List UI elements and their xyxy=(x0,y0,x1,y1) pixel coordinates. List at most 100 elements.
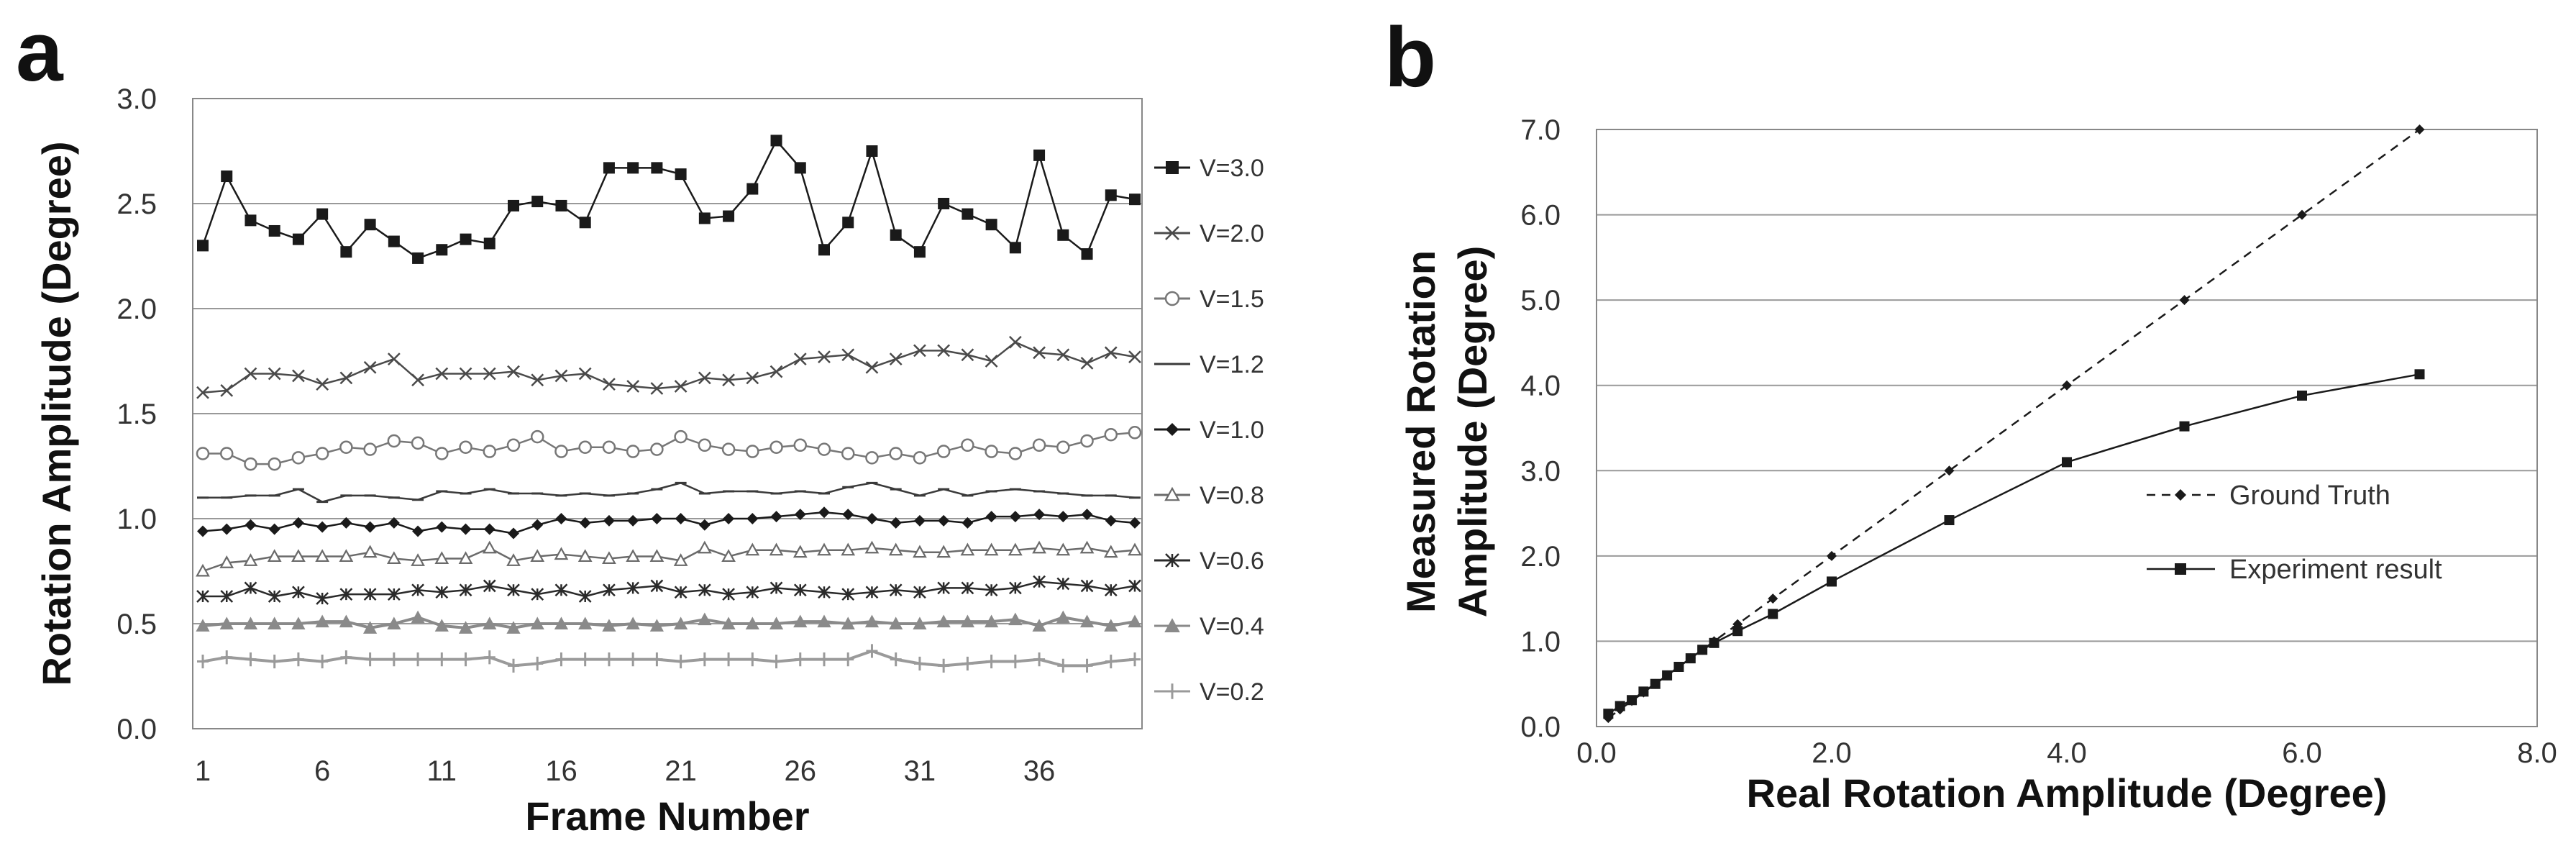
chart-a-point-V=1.5 xyxy=(698,438,712,452)
chart-a-point-V=0.6 xyxy=(507,583,520,597)
chart-a-point-V=1.0 xyxy=(531,519,544,531)
chart-a-point-V=0.8 xyxy=(386,551,401,564)
chart-a-point-V=0.4 xyxy=(602,619,616,632)
chart-a-point-V=2.0 xyxy=(626,380,640,393)
chart-b-y-axis-title: Measured Rotation Amplitude (Degree) xyxy=(1398,246,1495,618)
chart-a-point-V=0.8 xyxy=(1056,542,1071,556)
chart-a-point-V=1.5 xyxy=(554,445,568,458)
chart-a-point-V=0.2 xyxy=(579,652,591,667)
chart-a-point-V=2.0 xyxy=(1008,335,1022,349)
chart-a-point-V=0.2 xyxy=(436,652,448,667)
chart-a-point-V=0.2 xyxy=(698,652,711,667)
chart-a-point-V=0.2 xyxy=(938,658,950,673)
chart-a-point-V=3.0 xyxy=(508,199,519,211)
chart-a-point-V=1.0 xyxy=(627,514,639,527)
chart-a-point-V=3.0 xyxy=(698,212,711,224)
chart-a-point-V=0.2 xyxy=(1009,654,1021,669)
chart-b-point-Ground Truth xyxy=(2062,380,2072,391)
chart-a-point-V=0.2 xyxy=(818,652,830,667)
chart-a-point-V=1.0 xyxy=(292,516,304,529)
chart-a-point-V=2.0 xyxy=(578,367,592,381)
chart-a-point-V=1.0 xyxy=(1009,511,1021,523)
chart-a-point-V=3.0 xyxy=(531,196,544,208)
chart-a-point-V=3.0 xyxy=(221,170,233,183)
chart-a-point-V=2.0 xyxy=(1080,357,1094,370)
chart-a-point-V=0.2 xyxy=(890,652,902,667)
chart-a-point-V=3.0 xyxy=(603,162,615,174)
chart-a-point-V=2.0 xyxy=(411,373,424,387)
chart-a-point-V=2.0 xyxy=(1104,346,1118,360)
chart-b-point-Experiment result xyxy=(1768,609,1778,619)
chart-a-point-V=1.5 xyxy=(219,447,234,460)
chart-b-point-Experiment result xyxy=(2297,390,2307,401)
chart-a-point-V=0.6 xyxy=(626,581,640,595)
chart-b-legend-marker-Ground Truth xyxy=(2175,489,2186,501)
chart-a-point-V=1.0 xyxy=(770,511,782,523)
chart-a-point-V=1.0 xyxy=(364,521,376,533)
chart-a-point-V=0.6 xyxy=(1008,581,1022,595)
chart-a-point-V=3.0 xyxy=(316,208,329,220)
chart-a-y-tick-label: 0.0 xyxy=(117,714,157,745)
chart-a-point-V=3.0 xyxy=(292,233,304,245)
chart-b-gridlines xyxy=(1597,129,2537,642)
chart-a-point-V=0.2 xyxy=(627,652,639,667)
chart-b-point-Experiment result xyxy=(1827,576,1837,587)
chart-b-y-tick-label: 6.0 xyxy=(1520,200,1561,232)
chart-a-point-V=3.0 xyxy=(483,237,495,250)
chart-a-point-V=0.8 xyxy=(697,540,712,554)
chart-b-point-Experiment result xyxy=(1614,701,1625,711)
chart-a-point-V=0.4 xyxy=(339,614,353,628)
chart-a-legend-marker-V=1.0 xyxy=(1166,423,1179,436)
chart-a-plot-area xyxy=(192,98,1143,729)
chart-a-point-V=0.4 xyxy=(649,619,664,632)
chart-a-y-tick-label: 1.0 xyxy=(117,504,157,535)
chart-a-point-V=0.6 xyxy=(746,586,759,599)
chart-a-x-axis-title: Frame Number xyxy=(525,793,809,839)
chart-a-point-V=3.0 xyxy=(268,224,280,237)
chart-a-point-V=2.0 xyxy=(554,369,568,383)
chart-a-point-V=0.2 xyxy=(483,650,495,665)
chart-a-point-V=1.5 xyxy=(1128,426,1142,440)
chart-a-point-V=2.0 xyxy=(339,371,353,385)
chart-a-point-V=1.5 xyxy=(315,447,329,460)
chart-a-point-V=0.6 xyxy=(865,586,879,599)
chart-a-legend-label-V=0.4: V=0.4 xyxy=(1200,613,1264,640)
chart-a-point-V=1.5 xyxy=(746,445,759,458)
chart-a-point-V=1.5 xyxy=(387,434,401,448)
chart-a-point-V=1.5 xyxy=(291,451,306,465)
chart-a-point-V=1.0 xyxy=(508,527,519,540)
chart-a-point-V=2.0 xyxy=(363,360,377,374)
chart-a-point-V=0.4 xyxy=(674,616,688,629)
chart-a-point-V=0.6 xyxy=(1128,579,1141,593)
chart-a-point-V=3.0 xyxy=(627,162,639,174)
chart-a-point-V=0.8 xyxy=(506,553,521,566)
chart-a-point-V=0.4 xyxy=(960,614,974,628)
chart-a-point-V=2.0 xyxy=(865,360,879,374)
chart-a-point-V=2.0 xyxy=(435,367,449,381)
chart-a-legend-marker-V=0.4 xyxy=(1164,618,1180,632)
chart-a-point-V=0.2 xyxy=(962,656,974,671)
chart-a-point-V=1.0 xyxy=(938,514,950,527)
chart-a-point-V=0.6 xyxy=(698,583,711,597)
chart-a-point-V=0.6 xyxy=(937,581,951,595)
chart-a-point-V=2.0 xyxy=(769,365,783,378)
chart-a-point-V=1.0 xyxy=(1033,509,1046,521)
chart-a-point-V=0.8 xyxy=(482,540,497,554)
chart-a-point-V=2.0 xyxy=(459,367,472,381)
chart-a-point-V=0.2 xyxy=(603,652,615,667)
chart-a-point-V=1.0 xyxy=(962,516,974,529)
chart-a-point-V=0.6 xyxy=(554,583,568,597)
chart-a-point-V=0.8 xyxy=(649,549,664,563)
chart-a-point-V=3.0 xyxy=(723,210,735,222)
chart-a-point-V=0.2 xyxy=(221,650,233,665)
chart-a-point-V=1.0 xyxy=(1057,511,1069,523)
chart-a-point-V=2.0 xyxy=(244,367,257,381)
chart-a-point-V=3.0 xyxy=(1057,229,1069,241)
chart-a-point-V=0.6 xyxy=(1056,577,1070,591)
chart-a-point-V=3.0 xyxy=(818,244,830,256)
chart-a-point-V=0.6 xyxy=(411,583,424,597)
chart-a-point-V=1.0 xyxy=(1081,509,1093,521)
chart-b-legend-label-Experiment result: Experiment result xyxy=(2229,555,2442,585)
chart-a-point-V=2.0 xyxy=(985,355,998,368)
chart-a-series-line-V=1.0 xyxy=(202,511,1136,534)
